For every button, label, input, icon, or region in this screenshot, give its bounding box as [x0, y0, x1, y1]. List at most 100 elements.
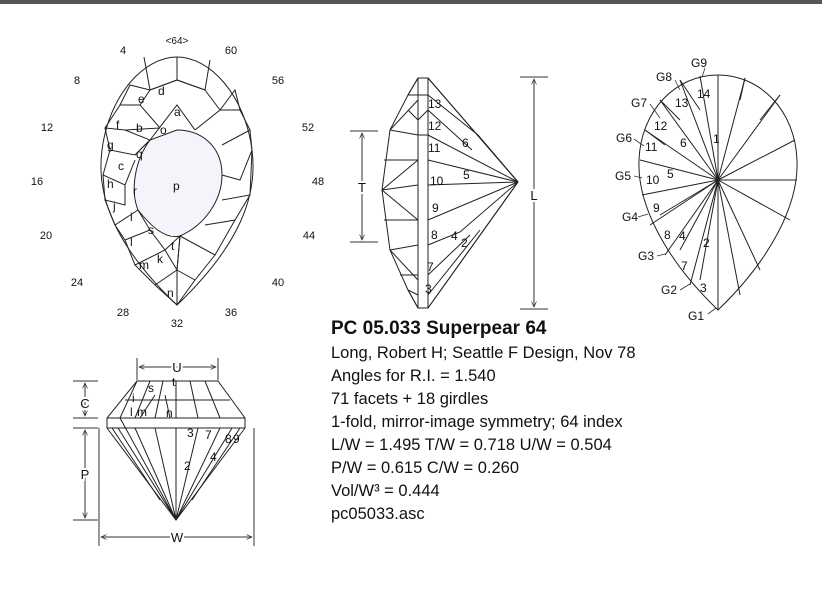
crown-label-f: f	[116, 118, 120, 132]
girdle-label-g6: G6	[616, 131, 632, 145]
profile-label-m: m	[137, 405, 147, 419]
crown-label-o: o	[160, 123, 167, 137]
side-label-11: 11	[428, 141, 441, 155]
design-title: PC 05.033 Superpear 64	[331, 318, 547, 339]
index-mark-52: 52	[302, 122, 314, 134]
index-mark-56: 56	[272, 75, 284, 87]
p-dimension	[73, 427, 98, 521]
girdle-label-g9: G9	[691, 56, 707, 70]
girdle-label-g2: G2	[661, 283, 677, 297]
index-mark-64: <64>	[166, 36, 189, 47]
pav-label-3: 3	[700, 281, 707, 295]
crown-label-n: n	[167, 286, 174, 300]
top-border	[0, 0, 822, 4]
profile-labels: s t i l m n 3 7 8 9 2 4	[130, 375, 240, 473]
u-dim-label: U	[172, 360, 181, 375]
pav-label-9: 9	[653, 201, 660, 215]
index-mark-24: 24	[71, 277, 83, 289]
index-mark-44: 44	[303, 230, 315, 242]
girdle-label-g5: G5	[615, 169, 631, 183]
side-label-8: 8	[431, 228, 438, 242]
side-label-3: 3	[425, 282, 432, 296]
pav-label-13: 13	[675, 96, 689, 110]
t-dim-label: T	[358, 180, 366, 195]
pav-label-8: 8	[664, 228, 671, 242]
crown-label-q: q	[136, 147, 143, 161]
l-dimension	[520, 76, 548, 310]
c-dimension	[73, 380, 98, 419]
pav-label-12: 12	[654, 119, 668, 133]
index-mark-36: 36	[225, 307, 237, 319]
index-mark-8: 8	[74, 75, 80, 87]
index-mark-12: 12	[41, 122, 53, 134]
w-dimension	[98, 428, 255, 546]
side-label-13: 13	[428, 97, 442, 111]
girdle-label-g8: G8	[656, 70, 672, 84]
girdle-leader-lines	[633, 67, 717, 315]
side-label-5: 5	[463, 168, 470, 182]
pav-label-6: 6	[680, 136, 687, 150]
pav-label-10: 10	[646, 173, 660, 187]
w-dim-label: W	[171, 530, 184, 545]
crown-label-p: p	[173, 179, 180, 193]
profile-label-4: 4	[210, 450, 217, 464]
crown-label-c: c	[118, 159, 124, 173]
info-volume: Vol/W³ = 0.444	[331, 482, 440, 500]
girdle-label-g7: G7	[631, 96, 647, 110]
crown-label-b: b	[136, 121, 143, 135]
girdle-labels: G1 G2 G3 G4 G5 G6 G7 G8 G9	[615, 56, 707, 323]
pavilion-labels: 1 2 3 4 5 6 7 8 9 10 11 12 13 14	[645, 87, 720, 295]
pav-label-7: 7	[681, 259, 688, 273]
crown-label-m: m	[139, 258, 149, 272]
girdle-label-g4: G4	[622, 210, 638, 224]
crown-label-t: t	[171, 239, 175, 253]
side-label-7: 7	[427, 260, 434, 274]
index-mark-4: 4	[120, 45, 126, 57]
pav-label-4: 4	[679, 229, 686, 243]
pavilion-side-view	[381, 77, 519, 309]
profile-label-i: i	[132, 391, 135, 405]
side-label-4: 4	[451, 229, 458, 243]
pav-label-5: 5	[667, 167, 674, 181]
info-facets: 71 facets + 18 girdles	[331, 390, 489, 408]
u-dimension	[136, 358, 219, 380]
side-label-2: 2	[461, 236, 468, 250]
design-info: PC 05.033 Superpear 64 Long, Robert H; S…	[331, 316, 801, 526]
info-symmetry: 1-fold, mirror-image symmetry; 64 index	[331, 413, 623, 431]
info-ratios-1: L/W = 1.495 T/W = 0.718 U/W = 0.504	[331, 436, 612, 454]
index-mark-60: 60	[225, 45, 237, 57]
crown-label-i: i	[130, 210, 133, 224]
side-labels: 13 12 11 10 9 8 7 3 6 5 4 2	[425, 97, 470, 296]
profile-label-s: s	[148, 381, 154, 395]
profile-label-3: 3	[187, 426, 194, 440]
t-dimension	[350, 130, 378, 243]
profile-label-7: 7	[205, 428, 212, 442]
side-label-10: 10	[430, 174, 444, 188]
crown-letters: a b c d e f g h i j k l m n o p q r s t	[107, 84, 181, 300]
profile-label-t: t	[172, 375, 176, 389]
info-filename: pc05033.asc	[331, 505, 425, 523]
crown-label-h: h	[107, 177, 114, 191]
crown-label-d: d	[158, 84, 165, 98]
index-mark-16: 16	[31, 176, 43, 188]
index-mark-48: 48	[312, 176, 324, 188]
pav-label-11: 11	[645, 140, 658, 154]
side-label-9: 9	[432, 201, 439, 215]
crown-label-a: a	[174, 105, 181, 119]
pavilion-bottom-view	[638, 74, 798, 311]
info-ratios-2: P/W = 0.615 C/W = 0.260	[331, 459, 520, 477]
profile-view	[106, 380, 246, 521]
pav-label-14: 14	[697, 87, 711, 101]
crown-label-j: j	[112, 199, 116, 213]
p-dim-label: P	[81, 467, 90, 482]
girdle-label-g3: G3	[638, 249, 654, 263]
crown-label-r: r	[133, 184, 137, 198]
crown-view	[100, 56, 254, 306]
pav-label-2: 2	[703, 236, 710, 250]
crown-label-k: k	[157, 252, 164, 266]
index-mark-28: 28	[117, 307, 129, 319]
profile-label-l: l	[130, 405, 133, 419]
index-mark-32: 32	[171, 318, 183, 330]
index-marks: 4 <64> 60 8 56 12 52 16 48 20 44 24 40 2…	[31, 36, 324, 330]
